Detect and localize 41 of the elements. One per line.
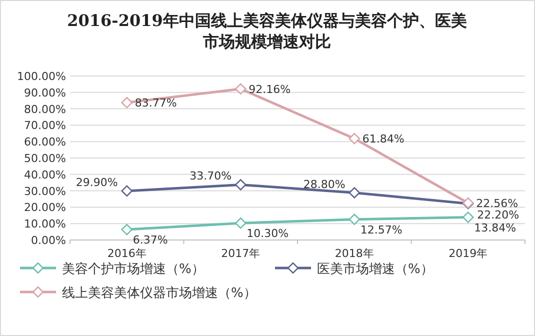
data-label: 83.77% bbox=[134, 96, 177, 110]
data-label: 33.70% bbox=[190, 170, 232, 183]
data-label: 13.84% bbox=[474, 221, 516, 234]
x-tick-label: 2018年 bbox=[334, 247, 374, 260]
point bbox=[348, 187, 360, 198]
data-label: 29.90% bbox=[76, 176, 118, 189]
y-tick-label: 0.00% bbox=[31, 234, 66, 247]
data-label: 10.30% bbox=[246, 227, 289, 240]
y-tick-label: 50.00% bbox=[24, 152, 66, 165]
y-tick-label: 20.00% bbox=[24, 201, 66, 214]
point bbox=[234, 217, 246, 229]
point bbox=[348, 132, 360, 144]
data-label: 22.56% bbox=[476, 197, 518, 210]
point bbox=[348, 214, 360, 226]
x-tick-label: 2017年 bbox=[221, 247, 260, 260]
x-tick-label: 2019年 bbox=[448, 247, 488, 260]
x-tick-label: 2016年 bbox=[107, 247, 146, 260]
y-tick-label: 70.00% bbox=[24, 119, 66, 132]
data-label: 92.16% bbox=[248, 82, 291, 96]
legend-label: 线上美容美体仪器市场增速（%） bbox=[62, 285, 256, 301]
data-label: 28.80% bbox=[303, 178, 346, 191]
y-tick-label: 80.00% bbox=[24, 102, 66, 116]
point bbox=[234, 179, 246, 190]
y-tick-label: 40.00% bbox=[24, 168, 66, 182]
y-tick-label: 90.00% bbox=[24, 86, 66, 100]
legend-label: 美容个护市场增速（%） bbox=[62, 261, 204, 277]
data-label: 12.57% bbox=[360, 223, 402, 236]
y-tick-label: 10.00% bbox=[24, 218, 66, 231]
y-tick-label: 60.00% bbox=[24, 136, 66, 149]
point bbox=[121, 185, 133, 197]
y-tick-label: 100.00% bbox=[17, 70, 66, 83]
data-label: 6.37% bbox=[132, 234, 168, 247]
data-label: 61.84% bbox=[362, 132, 404, 146]
y-tick-label: 30.00% bbox=[24, 184, 66, 198]
point bbox=[462, 212, 474, 223]
data-label: 22.20% bbox=[477, 208, 520, 222]
chart-title: 2016-2019年中国线上美容美体仪器与美容个护、医美市场规模增速对比 bbox=[67, 11, 467, 51]
point bbox=[234, 83, 246, 95]
point bbox=[121, 96, 133, 108]
legend-label: 医美市场增速（%） bbox=[317, 261, 434, 277]
point bbox=[121, 224, 133, 236]
